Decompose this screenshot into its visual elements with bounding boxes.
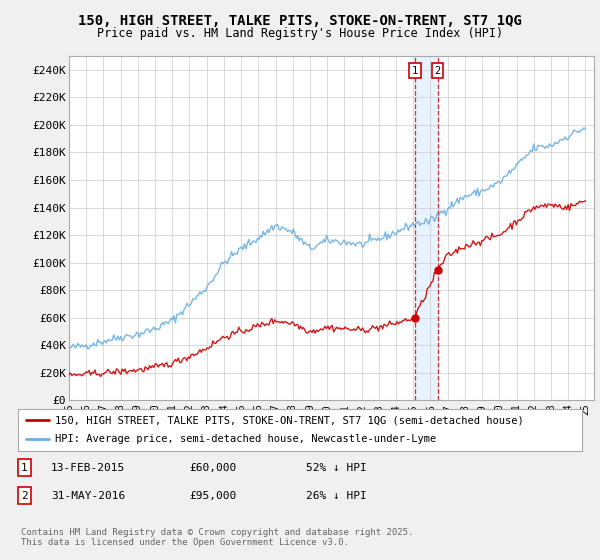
Text: 2: 2 xyxy=(434,66,441,76)
Text: 52% ↓ HPI: 52% ↓ HPI xyxy=(306,463,367,473)
Text: 150, HIGH STREET, TALKE PITS, STOKE-ON-TRENT, ST7 1QG: 150, HIGH STREET, TALKE PITS, STOKE-ON-T… xyxy=(78,14,522,28)
Text: 150, HIGH STREET, TALKE PITS, STOKE-ON-TRENT, ST7 1QG (semi-detached house): 150, HIGH STREET, TALKE PITS, STOKE-ON-T… xyxy=(55,415,523,425)
Text: HPI: Average price, semi-detached house, Newcastle-under-Lyme: HPI: Average price, semi-detached house,… xyxy=(55,435,436,445)
Text: 2: 2 xyxy=(21,491,28,501)
Text: 31-MAY-2016: 31-MAY-2016 xyxy=(51,491,125,501)
Text: 26% ↓ HPI: 26% ↓ HPI xyxy=(306,491,367,501)
Text: Contains HM Land Registry data © Crown copyright and database right 2025.
This d: Contains HM Land Registry data © Crown c… xyxy=(21,528,413,547)
Text: Price paid vs. HM Land Registry's House Price Index (HPI): Price paid vs. HM Land Registry's House … xyxy=(97,27,503,40)
Text: 1: 1 xyxy=(21,463,28,473)
Text: £60,000: £60,000 xyxy=(189,463,236,473)
Text: 1: 1 xyxy=(412,66,418,76)
Bar xyxy=(415,56,438,400)
Text: £95,000: £95,000 xyxy=(189,491,236,501)
Text: 13-FEB-2015: 13-FEB-2015 xyxy=(51,463,125,473)
